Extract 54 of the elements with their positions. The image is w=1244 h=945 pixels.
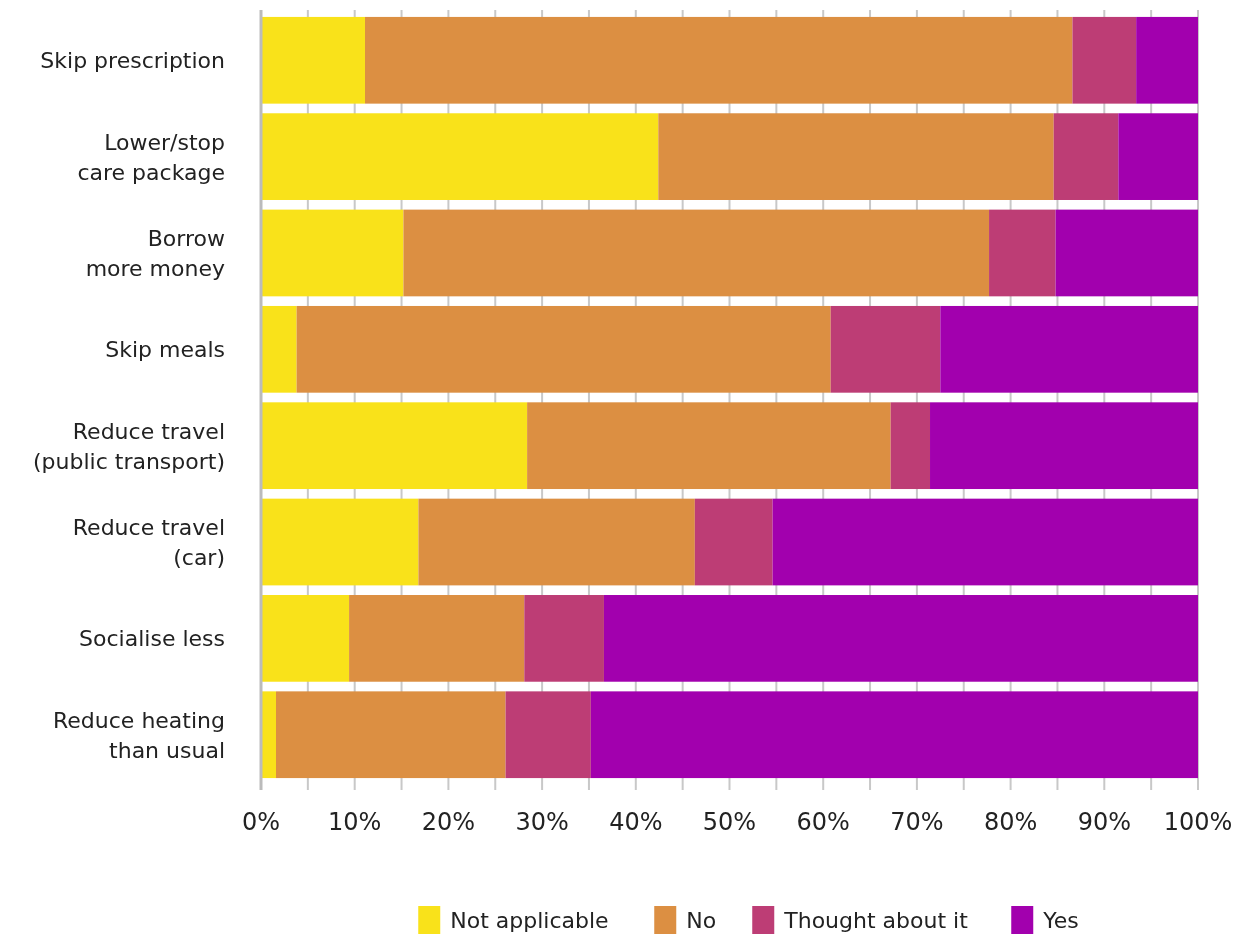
bar — [930, 402, 1198, 490]
bar — [989, 209, 1056, 297]
x-tick-label: 50% — [702, 808, 757, 836]
bar — [1118, 113, 1198, 200]
x-tick-label: 60% — [796, 808, 850, 836]
x-tick-label: 0% — [241, 808, 281, 836]
x-tick-label: 70% — [890, 808, 944, 836]
bar — [524, 595, 604, 682]
bar — [772, 498, 1198, 586]
x-tick-label: 80% — [983, 808, 1038, 836]
bar — [261, 498, 419, 586]
bar — [1072, 16, 1137, 104]
bar — [261, 595, 350, 682]
bar — [403, 209, 990, 297]
bar — [296, 305, 831, 393]
bar — [603, 595, 1198, 682]
bar — [261, 16, 366, 104]
x-tick-label: 20% — [421, 808, 476, 836]
bar — [261, 113, 659, 200]
x-tick-label: 30% — [515, 808, 569, 836]
bar — [890, 402, 931, 490]
bar — [365, 16, 1073, 104]
bar — [590, 691, 1198, 779]
legend-label: Yes — [1042, 908, 1079, 933]
bar — [694, 498, 773, 586]
legend-label: Thought about it — [783, 908, 969, 933]
bar — [418, 498, 695, 586]
bar — [658, 113, 1054, 200]
bar — [1055, 209, 1198, 297]
x-tick-label: 10% — [328, 808, 382, 836]
bar — [349, 595, 525, 682]
bar — [261, 209, 404, 297]
bar — [527, 402, 891, 490]
y-tick-label: Reduce heating than usual — [53, 707, 225, 763]
bar — [1136, 16, 1198, 104]
legend-label: Not applicable — [450, 908, 609, 933]
bar — [1053, 113, 1119, 200]
y-tick-label: Reduce travel (public transport) — [32, 418, 225, 474]
bar — [505, 691, 591, 779]
x-tick-label: 40% — [609, 808, 663, 836]
bar — [261, 305, 297, 393]
y-tick-label: Skip prescription — [40, 48, 225, 74]
bar — [940, 305, 1198, 393]
x-tick-label: 100% — [1163, 808, 1233, 836]
bar — [261, 402, 528, 490]
legend-label: No — [686, 908, 717, 933]
y-tick-label: Socialise less — [79, 626, 225, 652]
bar — [275, 691, 506, 779]
y-tick-label: Borrow more money — [85, 225, 225, 281]
x-tick-label: 90% — [1077, 808, 1131, 836]
y-tick-label: Skip meals — [105, 337, 225, 363]
y-tick-label: Lower/stop care package — [77, 129, 225, 185]
bar — [830, 305, 941, 393]
y-tick-label: Reduce travel (car) — [72, 515, 225, 571]
